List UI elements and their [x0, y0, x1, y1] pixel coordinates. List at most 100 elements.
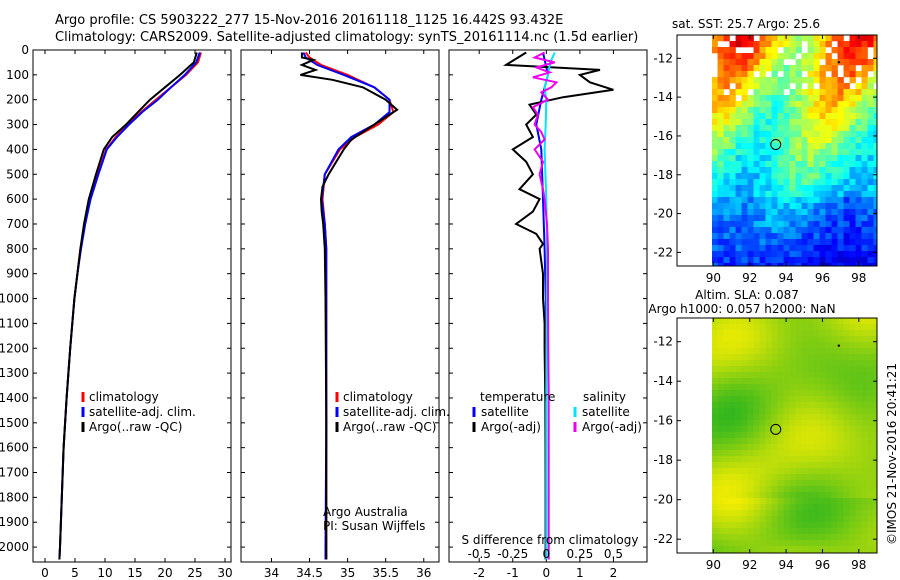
map-cell [867, 318, 874, 325]
map-cell [717, 480, 724, 487]
map-cell [712, 540, 718, 547]
map-cell [831, 486, 838, 493]
map-cell [765, 474, 772, 481]
map-cell [873, 221, 877, 228]
map-cell [831, 324, 838, 331]
map-cell [735, 161, 742, 168]
map-cell [747, 480, 754, 487]
y-tick-label: -20 [653, 207, 673, 221]
map-cell [712, 143, 718, 150]
map-cell [741, 41, 748, 48]
map-cell [795, 486, 802, 493]
map-cell [813, 456, 820, 463]
map-cell [795, 209, 802, 216]
map-cell [801, 450, 808, 457]
map-cell [849, 95, 856, 102]
map-cell [831, 35, 838, 42]
map-cell [825, 65, 832, 72]
y-tick-label: -14 [653, 374, 673, 388]
map-cell [789, 390, 796, 397]
map-cell [741, 95, 748, 102]
map-cell [783, 420, 790, 427]
map-cell [813, 384, 820, 391]
map-cell [849, 239, 856, 246]
map-cell [771, 167, 778, 174]
map-cell [765, 197, 772, 204]
map-cell [861, 209, 868, 216]
map-cell [712, 372, 718, 379]
map-cell [819, 486, 826, 493]
map-cell [729, 510, 736, 517]
map-cell [747, 510, 754, 517]
map-cell [789, 221, 796, 228]
map-cell [831, 510, 838, 517]
map-cell [807, 239, 814, 246]
map-cell [765, 59, 772, 66]
map-cell [807, 71, 814, 78]
map-cell [795, 528, 802, 535]
map-cell [813, 342, 820, 349]
map-cell [741, 516, 748, 523]
map-cell [753, 209, 760, 216]
map-cell [795, 354, 802, 361]
map-cell [825, 390, 832, 397]
map-cell [813, 378, 820, 385]
map-cell [801, 504, 808, 511]
x-tick-label: 1 [576, 566, 584, 580]
map-cell [861, 360, 868, 367]
map-cell [819, 107, 826, 114]
map-cell [855, 257, 862, 264]
map-cell [723, 450, 730, 457]
map-cell [795, 546, 802, 553]
map-cell [873, 420, 877, 427]
map-cell [771, 71, 778, 78]
map-cell [771, 65, 778, 72]
map-cell [783, 41, 790, 48]
legend-label: satellite [582, 405, 630, 419]
map-cell [729, 59, 736, 66]
map-cell [765, 77, 772, 84]
map-cell [831, 59, 838, 66]
series-line [502, 51, 614, 560]
map-cell [717, 378, 724, 385]
map-cell [873, 233, 877, 240]
map-cell [735, 360, 742, 367]
map-cell [849, 486, 856, 493]
sla-map-frame [676, 317, 878, 554]
map-cell [855, 71, 862, 78]
map-cell [753, 534, 760, 541]
map-cell [855, 161, 862, 168]
map-cell [867, 185, 874, 192]
map-cell [759, 83, 766, 90]
map-cell [831, 354, 838, 361]
map-cell [837, 378, 844, 385]
map-cell [837, 185, 844, 192]
map-cell [741, 131, 748, 138]
map-cell [861, 510, 868, 517]
map-cell [717, 468, 724, 475]
map-cell [717, 53, 724, 60]
map-cell [825, 209, 832, 216]
map-cell [873, 402, 877, 409]
map-cell [801, 143, 808, 150]
map-cell [729, 468, 736, 475]
map-cell [867, 372, 874, 379]
map-cell [729, 41, 736, 48]
map-cell [717, 155, 724, 162]
map-cell [801, 498, 808, 505]
map-cell [747, 203, 754, 210]
map-cell [789, 53, 796, 60]
map-cell [747, 41, 754, 48]
map-cell [849, 432, 856, 439]
y-tick-label: 2000 [0, 540, 29, 554]
map-cell [789, 47, 796, 54]
map-cell [765, 47, 772, 54]
map-cell [735, 125, 742, 132]
map-cell [813, 438, 820, 445]
map-cell [747, 209, 754, 216]
map-cell [712, 119, 718, 126]
map-cell [843, 474, 850, 481]
map-cell [807, 227, 814, 234]
map-cell [729, 372, 736, 379]
map-cell [789, 137, 796, 144]
